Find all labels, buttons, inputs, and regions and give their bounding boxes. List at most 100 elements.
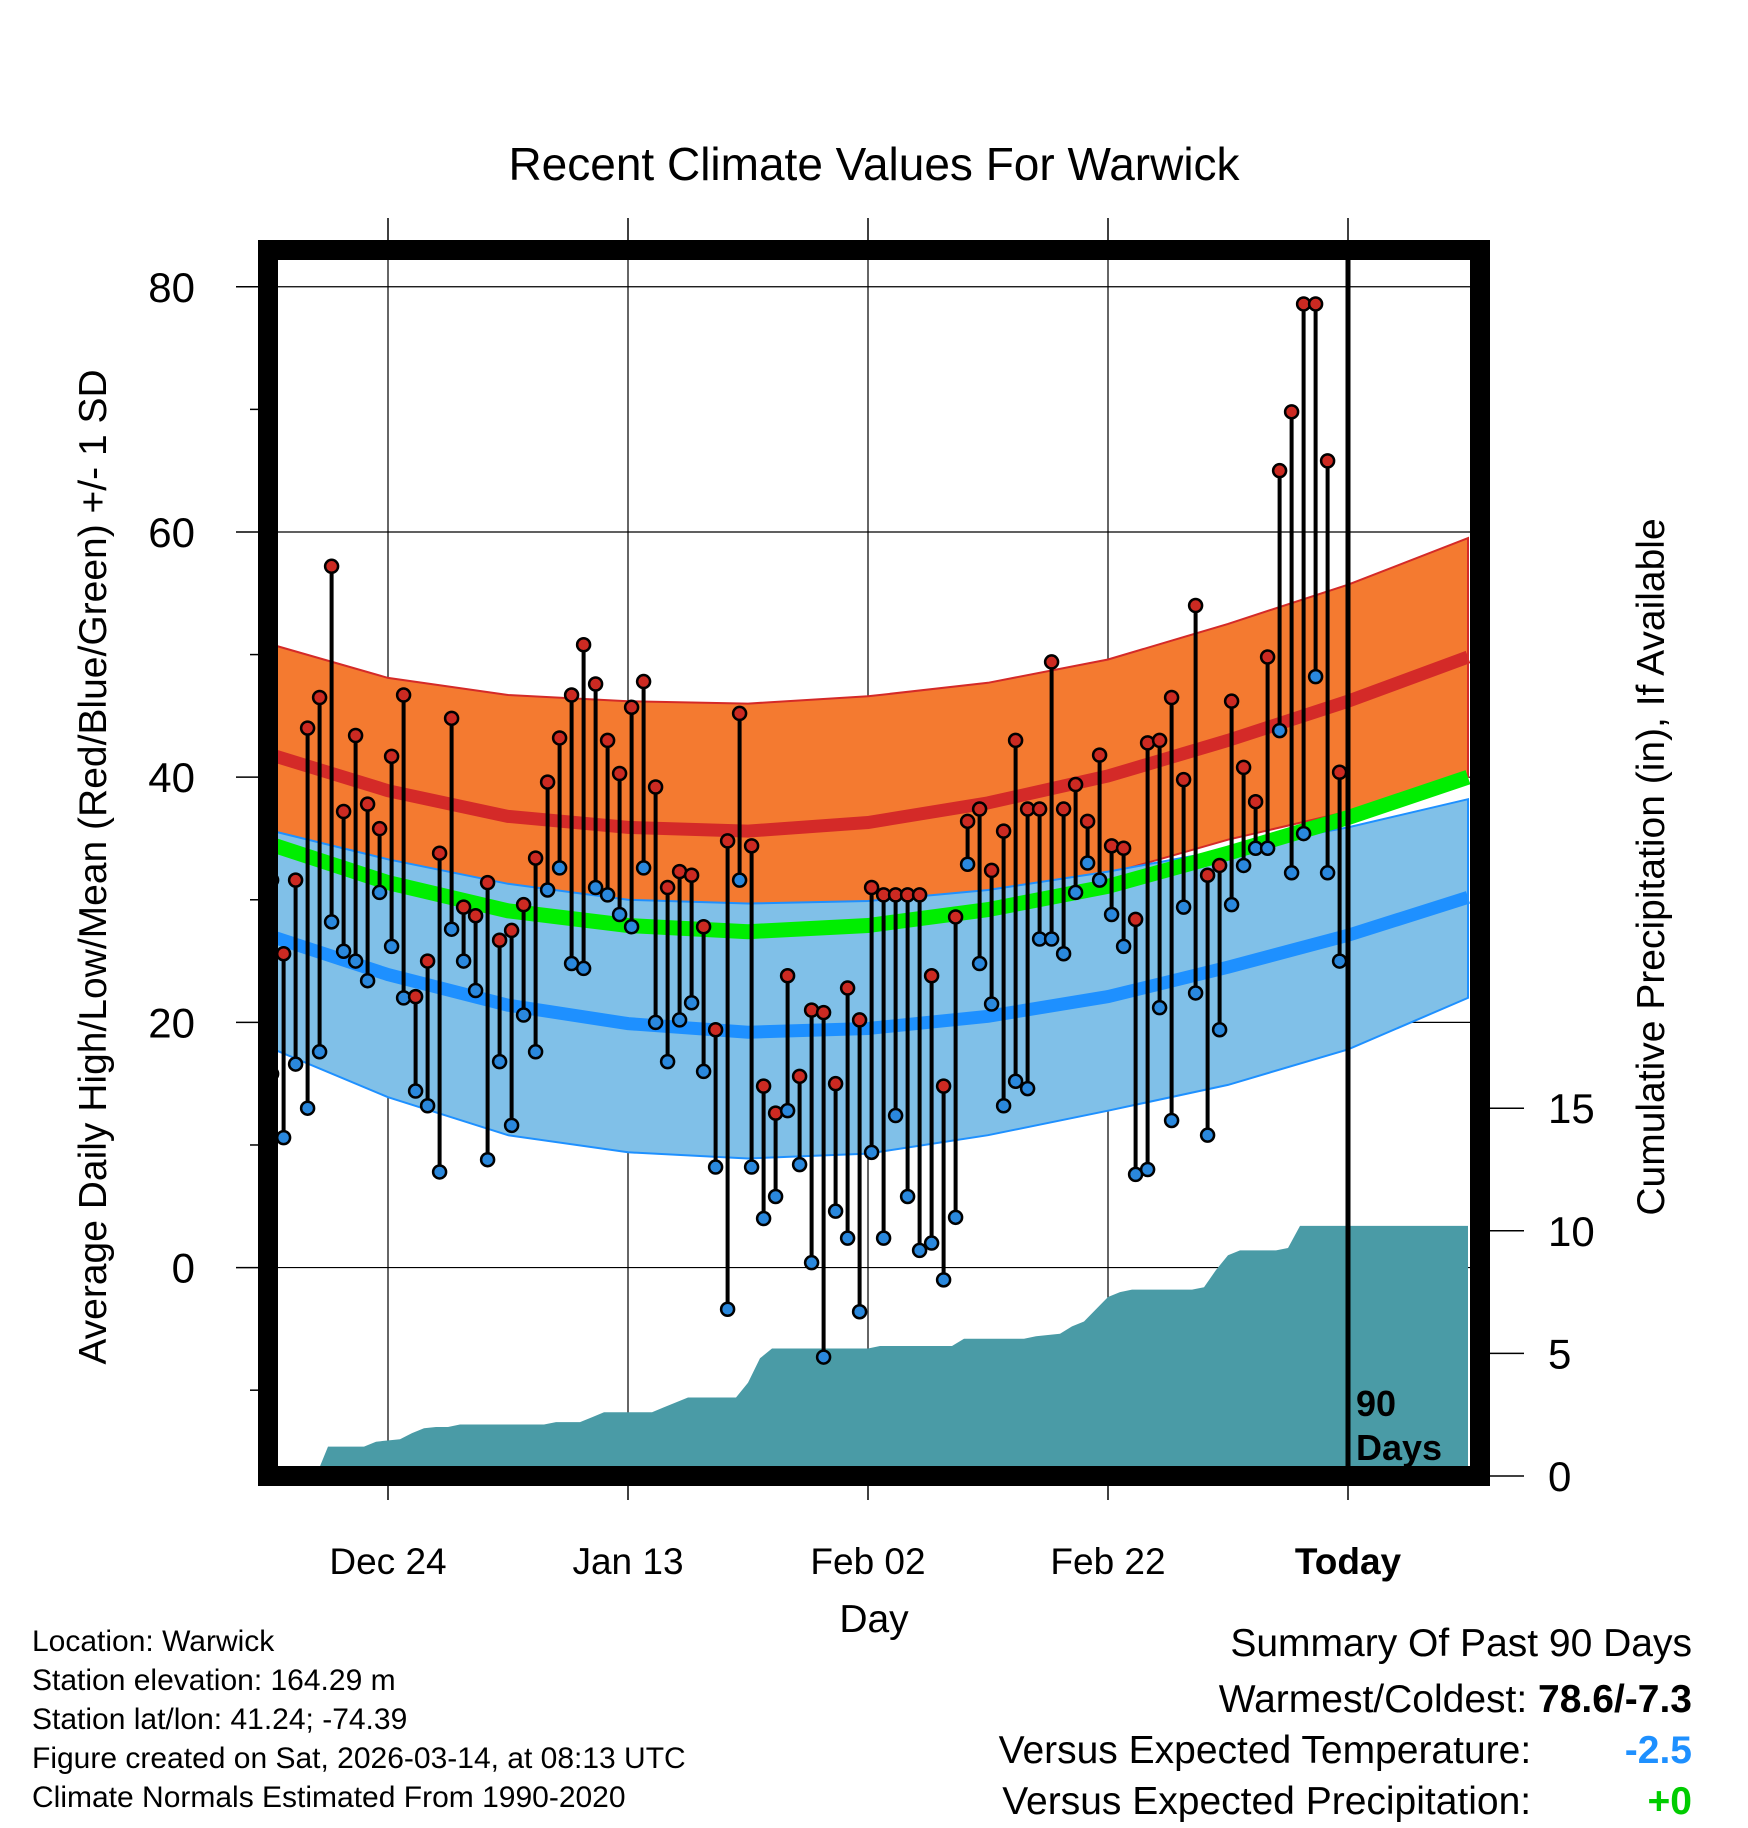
daily-high-point bbox=[983, 862, 1000, 879]
daily-high-point bbox=[971, 801, 988, 817]
daily-low-point bbox=[779, 1102, 796, 1119]
daily-high-point bbox=[1007, 732, 1024, 749]
daily-low-point bbox=[623, 919, 640, 935]
daily-high-point bbox=[683, 867, 700, 884]
daily-high-point bbox=[599, 732, 616, 749]
daily-low-point bbox=[683, 995, 700, 1011]
daily-high-point bbox=[1163, 689, 1180, 706]
daily-high-point bbox=[275, 945, 292, 962]
daily-low-point bbox=[479, 1151, 496, 1168]
daily-low-point bbox=[287, 1056, 304, 1072]
low-normal-line bbox=[265, 891, 1470, 1039]
daily-low-point bbox=[647, 1014, 664, 1031]
y-tick-label: 80 bbox=[148, 264, 195, 311]
daily-low-point bbox=[1043, 931, 1060, 947]
daily-low-point bbox=[875, 1230, 892, 1246]
daily-low-point bbox=[911, 1242, 928, 1259]
daily-high-point bbox=[707, 1021, 724, 1038]
daily-high-point bbox=[791, 1068, 808, 1085]
today-days-number: 90 bbox=[1356, 1383, 1396, 1424]
summary-warmest-row: Warmest/Coldest: 78.6/-7.3 bbox=[999, 1674, 1692, 1725]
daily-high-point bbox=[1331, 764, 1348, 781]
daily-low-point bbox=[539, 882, 556, 898]
daily-high-point bbox=[287, 872, 304, 888]
daily-high-point bbox=[1031, 801, 1048, 817]
daily-low-point bbox=[1199, 1127, 1216, 1143]
daily-high-point bbox=[611, 765, 628, 782]
daily-low-point bbox=[1283, 865, 1300, 881]
daily-low-point bbox=[1187, 985, 1204, 1001]
daily-high-point bbox=[347, 727, 364, 744]
chart-title: Recent Climate Values For Warwick bbox=[508, 138, 1240, 190]
daily-high-point bbox=[323, 558, 340, 575]
daily-low-point bbox=[515, 1007, 532, 1023]
daily-high-point bbox=[311, 689, 328, 706]
y-tick-label: 20 bbox=[148, 999, 195, 1046]
daily-high-point bbox=[779, 968, 796, 984]
daily-high-point bbox=[827, 1075, 844, 1092]
daily-low-point bbox=[755, 1210, 772, 1227]
daily-high-point bbox=[1235, 759, 1252, 776]
daily-low-point bbox=[323, 914, 340, 930]
daily-low-point bbox=[1115, 938, 1132, 955]
daily-low-point bbox=[527, 1044, 544, 1060]
daily-high-point bbox=[527, 850, 544, 866]
daily-low-point bbox=[491, 1053, 508, 1070]
plot-frame bbox=[258, 240, 1490, 1486]
latlon-text: Station lat/lon: 41.24; -74.39 bbox=[32, 1703, 408, 1736]
daily-high-point bbox=[1259, 649, 1276, 665]
daily-low-point bbox=[899, 1188, 916, 1205]
daily-high-point bbox=[995, 823, 1012, 839]
temp-label: Versus Expected Temperature: bbox=[998, 1729, 1532, 1772]
created-text: Figure created on Sat, 2026-03-14, at 08… bbox=[32, 1742, 686, 1775]
daily-low-point bbox=[431, 1164, 448, 1180]
daily-low-point bbox=[1103, 906, 1120, 923]
daily-low-point bbox=[791, 1156, 808, 1173]
daily-low-point bbox=[923, 1235, 940, 1251]
daily-high-point bbox=[1187, 597, 1204, 614]
daily-low-point bbox=[1307, 668, 1324, 685]
x-tick-label: Dec 24 bbox=[329, 1541, 446, 1582]
daily-high-point bbox=[407, 988, 424, 1005]
daily-low-point bbox=[1139, 1161, 1156, 1178]
daily-low-point bbox=[731, 872, 748, 888]
daily-low-point bbox=[587, 879, 604, 896]
daily-high-point bbox=[743, 838, 760, 854]
daily-high-point bbox=[1247, 793, 1264, 810]
daily-high-point bbox=[431, 845, 448, 861]
x-tick-label: Jan 13 bbox=[572, 1541, 683, 1582]
daily-high-point bbox=[935, 1078, 952, 1094]
y2-tick-label: 0 bbox=[1548, 1453, 1571, 1500]
daily-low-point bbox=[1259, 840, 1276, 857]
station-info: Location: Warwick Station elevation: 164… bbox=[32, 1622, 686, 1817]
x-axis-label: Day bbox=[839, 1598, 909, 1641]
daily-low-point bbox=[299, 1100, 316, 1116]
daily-low-point bbox=[383, 938, 400, 955]
daily-high-point bbox=[1199, 867, 1216, 884]
location-text: Location: Warwick bbox=[32, 1625, 275, 1658]
daily-high-point bbox=[1175, 771, 1192, 788]
daily-low-point bbox=[851, 1303, 868, 1320]
daily-high-point bbox=[479, 874, 496, 891]
elevation-text: Station elevation: 164.29 m bbox=[32, 1664, 396, 1697]
summary-title: Summary Of Past 90 Days bbox=[1230, 1622, 1692, 1665]
precipitation-area bbox=[268, 1225, 1468, 1476]
y2-axis-label: Cumulative Precipitation (in), If Availa… bbox=[1630, 518, 1673, 1215]
daily-low-point bbox=[1019, 1080, 1036, 1097]
daily-high-point bbox=[443, 710, 460, 727]
daily-low-point bbox=[1067, 884, 1084, 901]
daily-high-point bbox=[503, 922, 520, 939]
daily-low-point bbox=[719, 1301, 736, 1318]
daily-low-point bbox=[359, 972, 376, 989]
daily-high-point bbox=[911, 887, 928, 903]
x-tick-label: Feb 02 bbox=[810, 1541, 925, 1582]
daily-low-point bbox=[1319, 865, 1336, 881]
daily-low-point bbox=[671, 1012, 688, 1028]
daily-low-point bbox=[371, 884, 388, 901]
daily-low-point bbox=[971, 955, 988, 972]
daily-low-point bbox=[1151, 999, 1168, 1016]
temp-value: -2.5 bbox=[1624, 1729, 1692, 1772]
daily-low-point bbox=[815, 1349, 832, 1365]
low-normal-band bbox=[267, 797, 1469, 1160]
